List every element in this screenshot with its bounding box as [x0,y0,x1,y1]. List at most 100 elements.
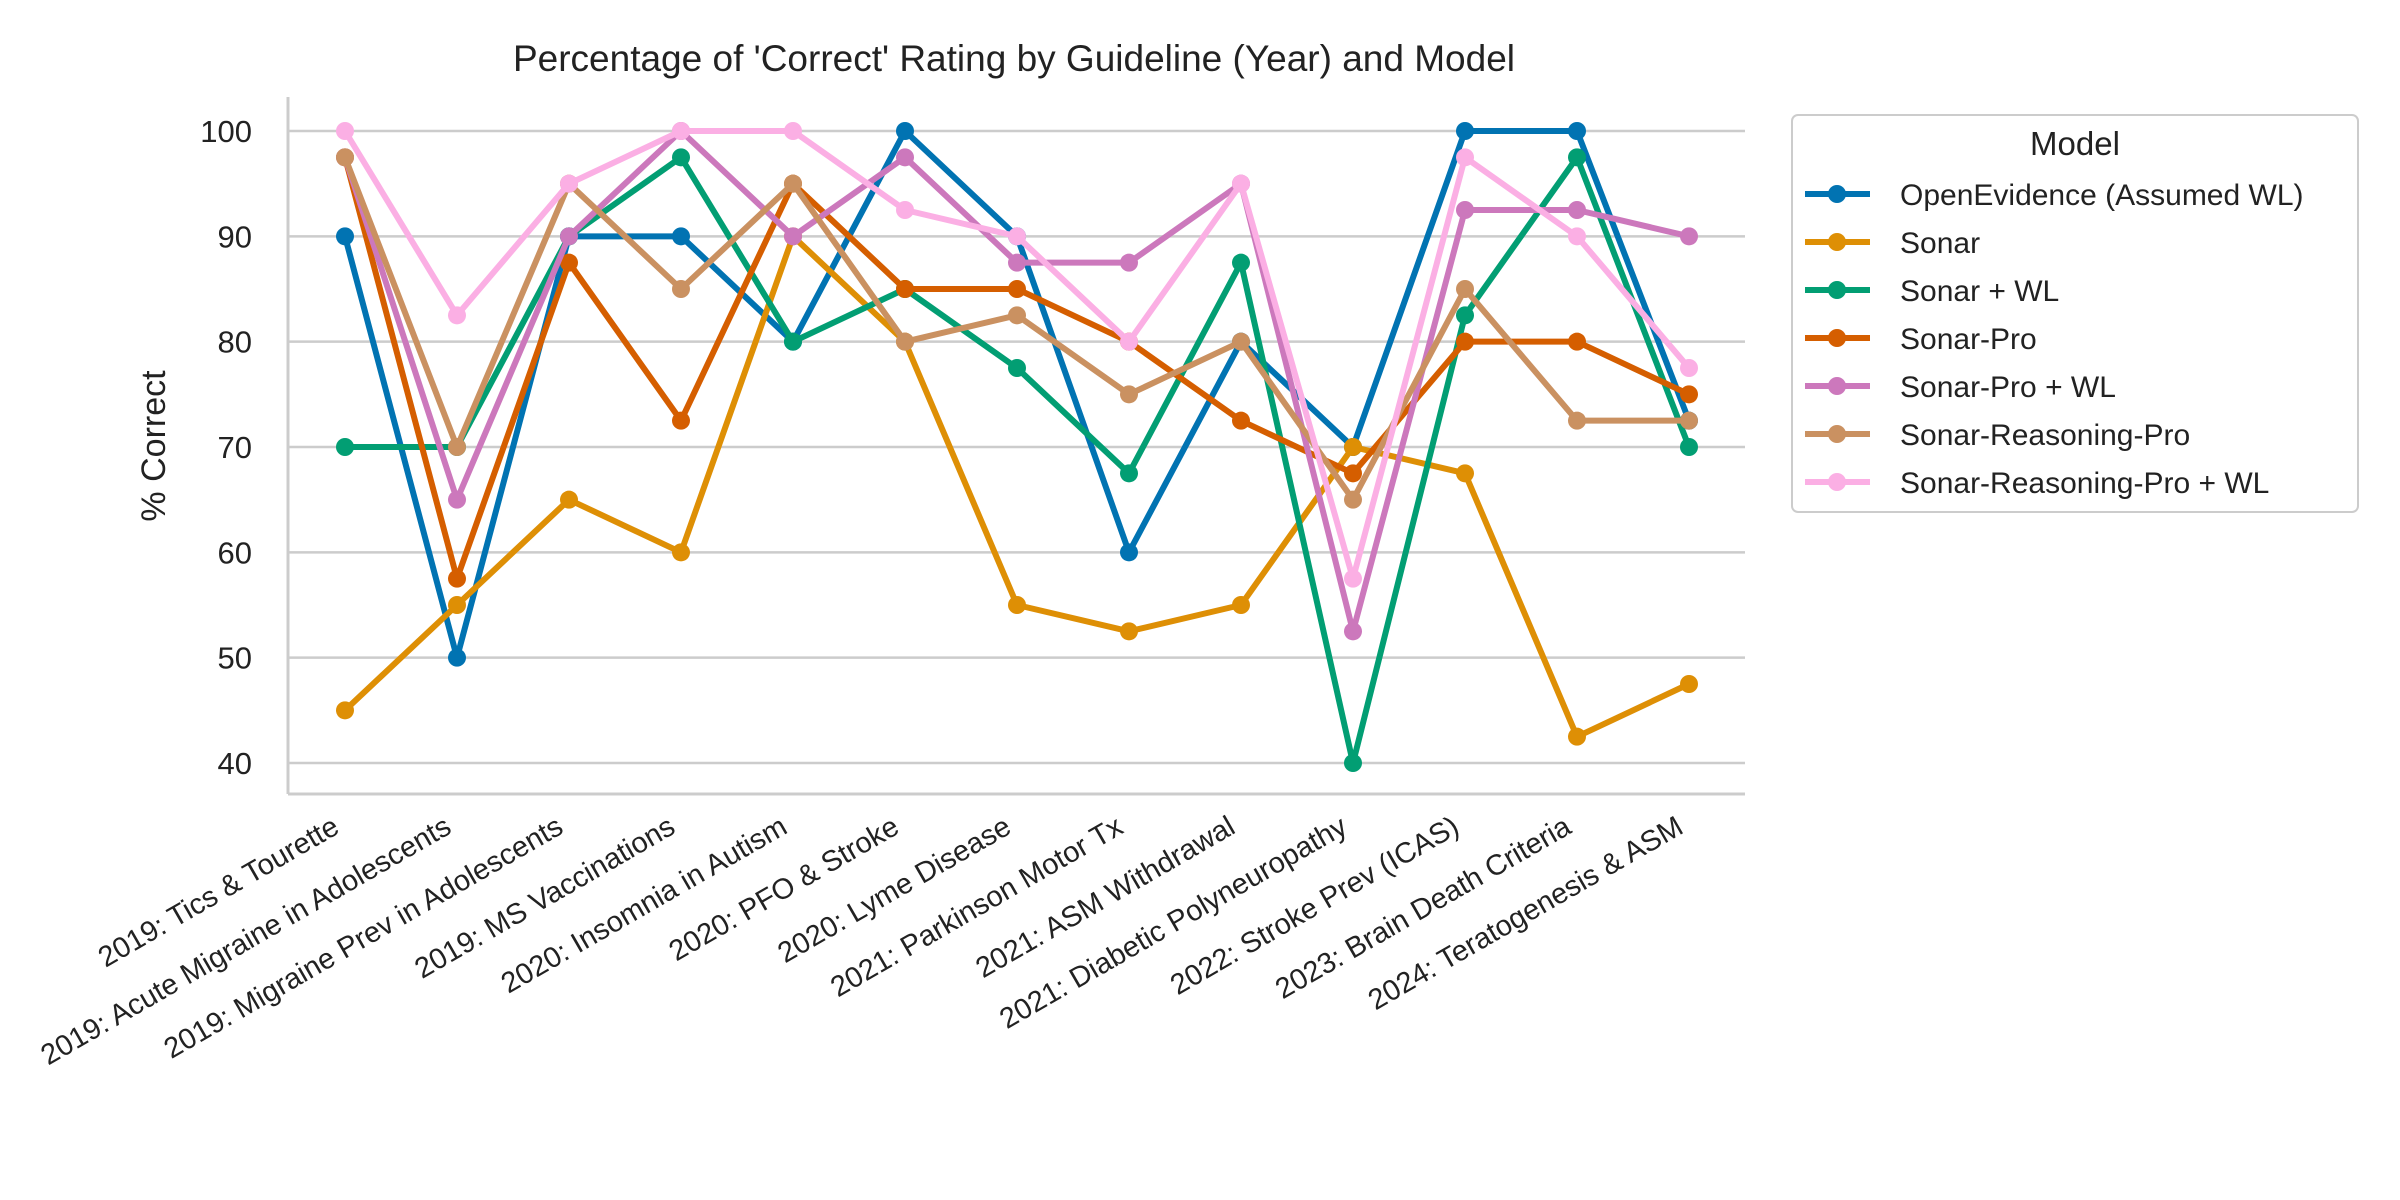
data-point [448,569,466,588]
data-point [1120,543,1138,562]
legend-label: Sonar + WL [1900,275,2059,308]
data-point [1568,148,1586,167]
legend-item: Sonar-Pro + WL [1805,371,2116,404]
data-point [896,201,914,219]
data-point [560,227,578,246]
legend-label: Sonar-Pro [1900,323,2037,356]
data-point [896,148,914,167]
data-point [1456,148,1474,167]
y-tick-label: 60 [218,535,252,570]
data-point [336,148,354,167]
data-point [1680,385,1698,404]
data-point [672,280,690,298]
data-point [1680,438,1698,456]
data-point [1456,332,1474,351]
legend-label: Sonar-Pro + WL [1900,371,2116,404]
axes [286,97,1745,796]
data-point [1680,411,1698,430]
legend-label: OpenEvidence (Assumed WL) [1900,179,2304,212]
data-point [1232,174,1250,193]
data-point [1344,622,1362,641]
y-tick-label: 80 [218,325,252,360]
legend-swatch-marker [1828,473,1846,491]
data-point [1680,359,1698,377]
data-point [1120,253,1138,272]
data-point [784,174,802,193]
y-tick-label: 70 [218,430,252,465]
legend-label: Sonar-Reasoning-Pro + WL [1900,467,2269,500]
data-point [1680,227,1698,246]
data-point [1008,227,1026,246]
data-point [560,174,578,193]
data-point [1120,332,1138,351]
legend: Model OpenEvidence (Assumed WL) Sonar Sona… [1791,114,2359,513]
y-tick-label: 50 [218,641,252,676]
data-point [784,332,802,351]
data-point [1232,332,1250,351]
data-point [672,148,690,167]
data-point [1008,306,1026,325]
legend-swatch-marker [1828,425,1846,443]
data-point [1232,596,1250,614]
series-sonar-reasoning-pro-wl [336,122,1698,588]
data-point [448,438,466,456]
data-point [784,227,802,246]
data-point [1568,201,1586,219]
data-point [1568,122,1586,140]
data-point [896,122,914,140]
data-point [784,122,802,140]
data-point [1120,464,1138,483]
data-point [1456,201,1474,219]
data-point [1568,727,1586,746]
data-point [1232,411,1250,430]
data-point [448,306,466,325]
legend-label: Sonar-Reasoning-Pro [1900,419,2190,452]
data-point [448,648,466,667]
data-point [896,280,914,298]
legend-title: Model [2030,125,2120,162]
legend-item: Sonar-Reasoning-Pro [1805,419,2190,452]
legend-label: Sonar [1900,227,1980,260]
data-point [1120,385,1138,404]
data-point [1456,280,1474,298]
data-point [1568,227,1586,246]
legend-swatch-marker [1828,281,1846,299]
legend-item: Sonar-Reasoning-Pro + WL [1805,467,2269,500]
data-point [1456,306,1474,325]
data-point [1568,332,1586,351]
data-point [672,227,690,246]
data-point [1008,596,1026,614]
data-point [336,438,354,456]
data-point [1680,675,1698,693]
y-axis-label: % Correct [135,370,173,522]
data-point [1568,411,1586,430]
data-point [1344,438,1362,456]
data-point [1344,754,1362,772]
data-point [560,253,578,272]
data-point [1456,464,1474,483]
chart-title: Percentage of 'Correct' Rating by Guidel… [513,38,1515,79]
data-point [1456,122,1474,140]
data-point [1120,622,1138,641]
data-point [560,490,578,509]
legend-swatch-marker [1828,233,1846,251]
legend-swatch-marker [1828,377,1846,395]
data-point [336,227,354,246]
y-tick-label: 100 [200,114,252,149]
legend-item: Sonar-Pro [1805,323,2037,356]
series-lines [336,122,1698,772]
legend-swatch-marker [1828,185,1846,203]
y-tick-label: 40 [218,746,252,781]
data-point [672,122,690,140]
y-tick-label: 90 [218,219,252,254]
data-point [1344,490,1362,509]
data-point [672,411,690,430]
data-point [1232,253,1250,272]
legend-item: Sonar + WL [1805,275,2059,308]
data-point [1008,253,1026,272]
legend-item: Sonar [1805,227,1980,260]
data-point [448,596,466,614]
legend-item: OpenEvidence (Assumed WL) [1805,179,2304,212]
data-point [448,490,466,509]
legend-items: OpenEvidence (Assumed WL) Sonar Sonar + WL… [1805,179,2304,500]
